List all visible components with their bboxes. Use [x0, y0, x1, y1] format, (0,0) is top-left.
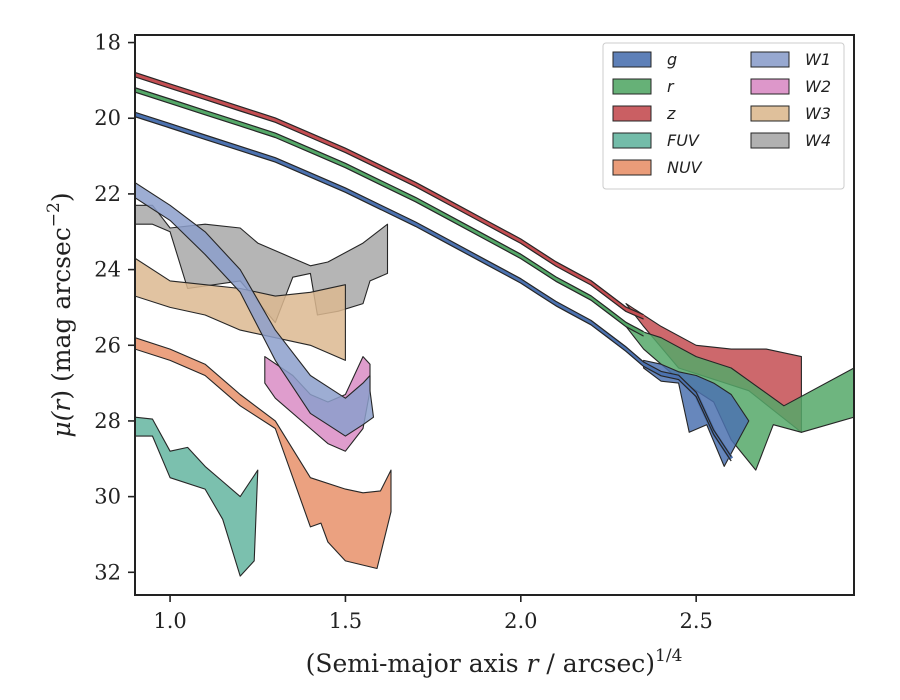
y-tick-label: 20: [94, 106, 121, 130]
y-tick-label: 18: [94, 31, 121, 55]
legend-swatch-w1: [750, 51, 790, 68]
x-tick-label: 2.5: [679, 609, 712, 633]
legend-label-fuv: FUV: [667, 131, 700, 150]
profile-r-edge-bottom: [135, 91, 644, 337]
y-tick-label: 30: [94, 485, 121, 509]
band-w1: [135, 182, 375, 437]
x-tick-label: 1.5: [329, 609, 362, 633]
band-g: [643, 359, 750, 467]
legend-label-g: g: [667, 50, 677, 69]
legend-label-r: r: [667, 77, 675, 96]
x-axis-label: (Semi-major axis r / arcsec)1/4: [306, 646, 683, 678]
profile-g-edge-top: [135, 111, 732, 457]
legend-label-w1: W1: [805, 50, 831, 69]
y-tick-label: 26: [94, 333, 121, 357]
legend-swatch-g: [612, 51, 652, 68]
profile-z-edge-top: [135, 71, 644, 316]
legend-swatch-w2: [750, 78, 790, 95]
profile-g-edge-bottom: [135, 116, 732, 462]
plot-frame: [134, 34, 855, 596]
profile-r-edge-top: [135, 87, 644, 333]
legend-label-w3: W3: [805, 104, 831, 123]
band-w3: [135, 257, 346, 361]
y-tick-label: 32: [94, 560, 121, 584]
legend-swatch-z: [612, 105, 652, 122]
axis-ticks: 1.0 1.5 2.0 2.5 18 20 22 24 26 28 30 32: [94, 31, 713, 633]
profile-z-edge-bottom: [135, 76, 644, 320]
legend-swatch-fuv: [612, 132, 652, 149]
profile-bands: [135, 71, 854, 577]
profile-z-fill: [135, 72, 645, 319]
band-nuv: [135, 337, 392, 570]
legend-swatch-nuv: [612, 159, 652, 176]
band-fuv: [135, 416, 259, 577]
legend-label-nuv: NUV: [667, 158, 703, 177]
x-tick-label: 2.0: [504, 609, 537, 633]
x-tick-label: 1.0: [153, 609, 186, 633]
legend-label-w2: W2: [805, 77, 831, 96]
legend-swatch-w4: [750, 132, 790, 149]
y-tick-label: 22: [94, 182, 121, 206]
legend-label-z: z: [666, 104, 676, 123]
legend-label-w4: W4: [805, 131, 831, 150]
band-r: [625, 325, 854, 471]
legend: grz FUV NUV W1 W2 W3 W4: [602, 42, 845, 190]
profile-g-fill: [135, 112, 734, 461]
y-tick-label: 24: [94, 258, 121, 282]
legend-swatch-r: [612, 78, 652, 95]
profile-r-fill: [135, 87, 645, 336]
y-tick-label: 28: [94, 409, 121, 433]
y-axis-label: μ(r) (mag arcsec−2): [44, 192, 76, 437]
legend-swatch-w3: [750, 105, 790, 122]
